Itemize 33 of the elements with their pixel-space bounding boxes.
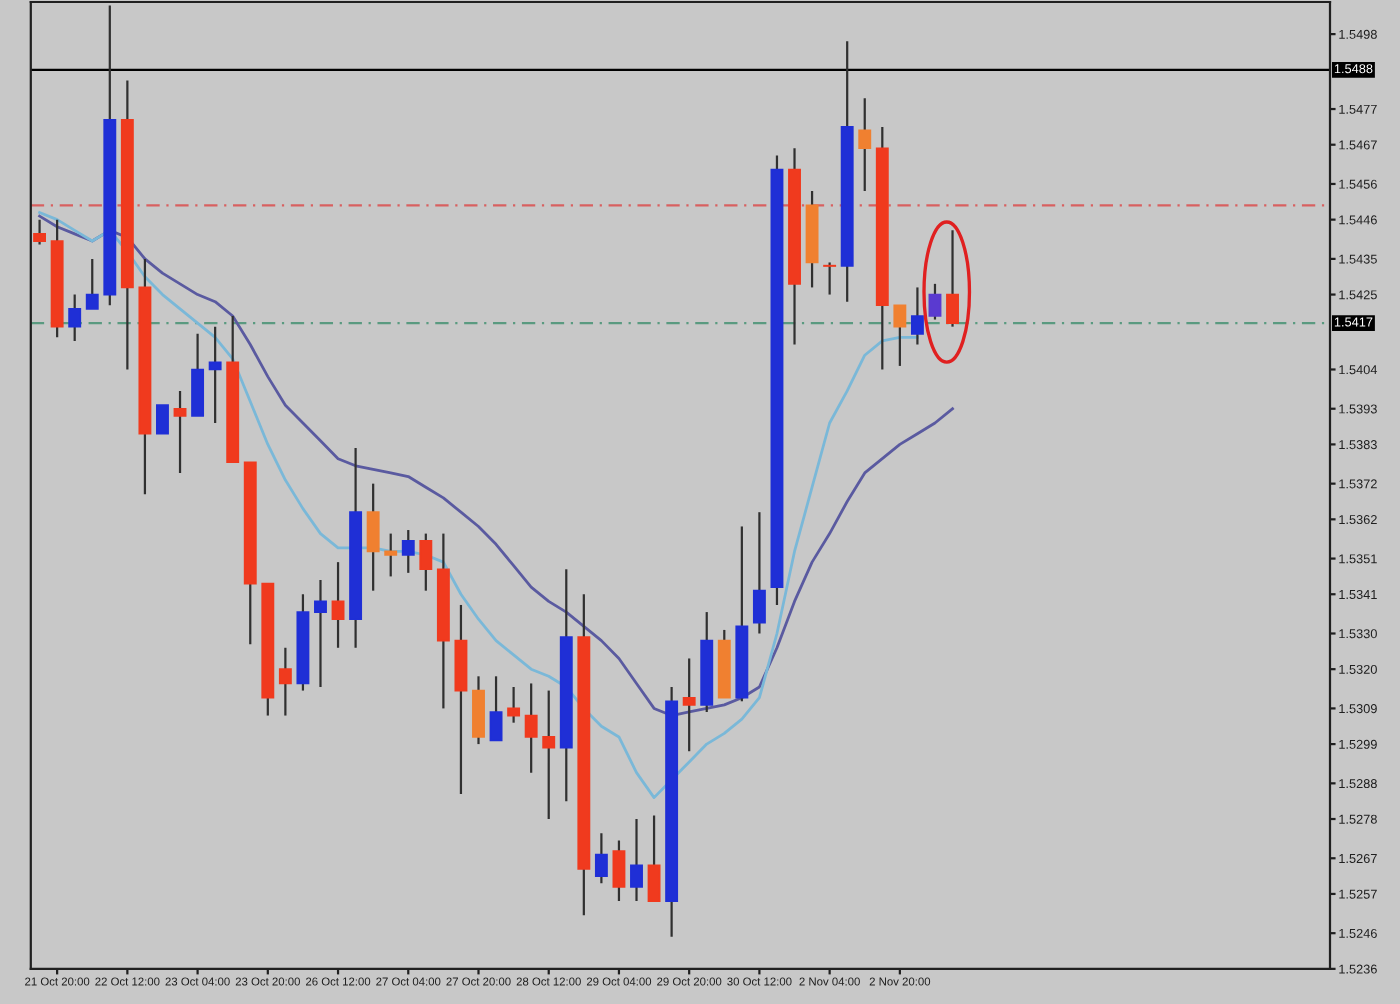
candlestick [191,332,205,417]
candlestick [682,657,696,753]
candlestick [278,646,292,717]
candlestick [612,839,626,903]
candlestick [946,229,959,328]
candlestick [647,814,661,903]
candlestick [314,578,327,689]
candlestick [524,682,538,774]
candlestick [507,685,521,724]
candlestick [823,261,837,296]
candlestick [893,304,907,368]
candlestick [489,675,503,742]
candlestick [33,218,47,246]
candlestick [419,532,433,592]
candlestick [401,528,415,574]
candlestick [156,404,169,435]
candlestick [208,325,222,425]
candlestick [366,482,380,592]
candlestick [542,689,556,821]
candlestick [173,389,187,475]
candlestick [384,532,398,578]
line-series [38,211,919,799]
candlestick [68,293,82,343]
candlestick [910,286,924,346]
candlestick [331,561,345,649]
line-series [38,214,954,717]
candlestick [752,511,766,635]
candlestick [630,817,643,903]
candlestick [472,675,485,746]
candlestick [928,282,942,321]
candlestick [85,257,99,310]
candlestick [594,832,608,885]
candlestick [858,97,872,193]
